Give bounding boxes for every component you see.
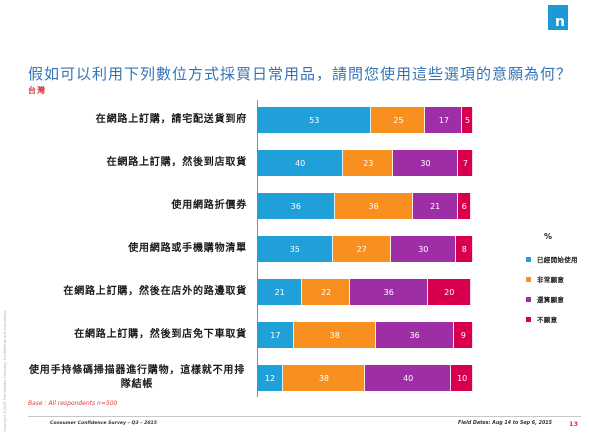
bar-value-label: 25 xyxy=(393,115,404,125)
bar-value-label: 27 xyxy=(356,244,367,254)
legend-label: 非常願意 xyxy=(537,276,565,284)
category-label-row: 使用手持條碼掃描器進行購物，這樣就不用排隊結帳 xyxy=(27,364,247,392)
category-label-row: 在網路上訂購，請宅配送貨到府 xyxy=(27,113,247,127)
bar-segment: 23 xyxy=(343,150,394,176)
category-label-row: 使用網路或手機購物清單 xyxy=(27,242,247,256)
bar-segment: 40 xyxy=(257,150,344,176)
category-label: 在網路上訂購，請宅配送貨到府 xyxy=(95,114,247,125)
category-label-row: 使用網路折價券 xyxy=(27,199,247,213)
slide-title: 假如可以利用下列數位方式採買日常用品，請問您使用這些選項的意願為何？ xyxy=(28,65,573,83)
category-label-row: 在網路上訂購，然後到店取貨 xyxy=(27,156,247,170)
bar-value-label: 36 xyxy=(368,201,379,211)
bar-segment: 36 xyxy=(257,193,335,219)
bar-segment: 6 xyxy=(457,193,471,219)
market-label: 台灣 xyxy=(28,86,46,95)
category-label: 使用手持條碼掃描器進行購物，這樣就不用排隊結帳 xyxy=(29,365,245,390)
bar-value-label: 30 xyxy=(418,244,429,254)
bar-segment: 7 xyxy=(457,150,473,176)
nielsen-logo: n xyxy=(548,5,568,30)
bar-segment: 27 xyxy=(332,236,391,262)
base-note: Base : All respondents n=500 xyxy=(28,400,118,407)
legend-label: 已經開始使用 xyxy=(537,256,578,264)
bar-value-label: 17 xyxy=(270,330,281,340)
bar-segment: 35 xyxy=(257,236,333,262)
bar-segment: 53 xyxy=(257,107,372,133)
bar-value-label: 22 xyxy=(321,287,332,297)
bar-segment: 21 xyxy=(412,193,458,219)
bar-segment: 30 xyxy=(393,150,458,176)
bar-segment: 9 xyxy=(453,322,473,348)
bar-segment: 21 xyxy=(257,279,303,305)
legend-item: 不願意 xyxy=(526,314,557,324)
bar-segment: 20 xyxy=(427,279,471,305)
bar-segment: 8 xyxy=(455,236,473,262)
bar-value-label: 38 xyxy=(318,373,330,383)
bar-value-label: 7 xyxy=(462,158,468,168)
category-label: 在網路上訂購，然後到店取貨 xyxy=(106,157,247,168)
bar-segment: 36 xyxy=(334,193,413,219)
legend-unit-label: % xyxy=(544,232,553,241)
bar-segment: 17 xyxy=(425,107,463,133)
bar-value-label: 35 xyxy=(289,244,300,254)
bar-value-label: 38 xyxy=(329,330,340,340)
bar-segment: 40 xyxy=(365,365,452,391)
category-label: 在網路上訂購，然後在店外的路邊取貨 xyxy=(63,286,247,297)
bar-value-label: 20 xyxy=(444,287,455,297)
legend-label: 還算願意 xyxy=(537,296,565,304)
bar-value-label: 21 xyxy=(430,201,441,211)
bar-value-label: 5 xyxy=(465,115,471,125)
category-label: 在網路上訂購，然後到店免下車取貨 xyxy=(74,329,247,340)
legend-swatch xyxy=(526,276,531,282)
bar-value-label: 8 xyxy=(461,244,467,254)
legend-item: 還算願意 xyxy=(526,294,564,304)
field-dates: Field Dates: Aug 14 to Sep 6, 2015 xyxy=(458,421,552,426)
bar-segment: 38 xyxy=(293,322,376,348)
category-label-row: 在網路上訂購，然後在店外的路邊取貨 xyxy=(27,285,247,299)
survey-name: Consumer Confidence Survey – Q3 – 2015 xyxy=(50,421,157,426)
bar-segment: 36 xyxy=(349,279,428,305)
bar-segment: 38 xyxy=(282,365,365,391)
legend-swatch xyxy=(526,296,531,302)
category-label: 使用網路折價券 xyxy=(171,200,247,211)
legend-item: 已經開始使用 xyxy=(526,254,578,264)
bar-segment: 12 xyxy=(257,365,283,391)
footer-divider xyxy=(28,416,581,417)
bar-segment: 30 xyxy=(390,236,456,262)
bar-value-label: 12 xyxy=(264,373,276,383)
legend-swatch xyxy=(526,316,531,322)
bar-value-label: 17 xyxy=(438,115,449,125)
bar-value-label: 53 xyxy=(309,115,320,125)
bar-segment: 17 xyxy=(257,322,294,348)
bar-segment: 10 xyxy=(451,365,473,391)
legend-label: 不願意 xyxy=(537,316,558,324)
legend-swatch xyxy=(526,256,531,262)
bar-value-label: 36 xyxy=(290,201,301,211)
bar-segment: 36 xyxy=(375,322,454,348)
bar-value-label: 23 xyxy=(363,158,374,168)
page-number: 13 xyxy=(569,420,579,428)
bar-value-label: 40 xyxy=(403,373,414,383)
bar-segment: 5 xyxy=(462,107,473,133)
bar-value-label: 6 xyxy=(461,201,467,211)
bar-value-label: 36 xyxy=(409,330,420,340)
bar-value-label: 9 xyxy=(460,330,466,340)
bar-value-label: 21 xyxy=(274,287,285,297)
bar-value-label: 40 xyxy=(295,158,306,168)
legend-item: 非常願意 xyxy=(526,274,564,284)
bar-value-label: 10 xyxy=(457,373,468,383)
category-label: 使用網路或手機購物清單 xyxy=(128,243,247,254)
bar-value-label: 30 xyxy=(420,158,431,168)
bar-segment: 22 xyxy=(302,279,350,305)
category-label-row: 在網路上訂購，然後到店免下車取貨 xyxy=(27,328,247,342)
copyright-notice: Copyright ©2015 The Nielsen Company. Con… xyxy=(3,310,7,432)
bar-segment: 25 xyxy=(371,107,426,133)
bar-value-label: 36 xyxy=(383,287,394,297)
